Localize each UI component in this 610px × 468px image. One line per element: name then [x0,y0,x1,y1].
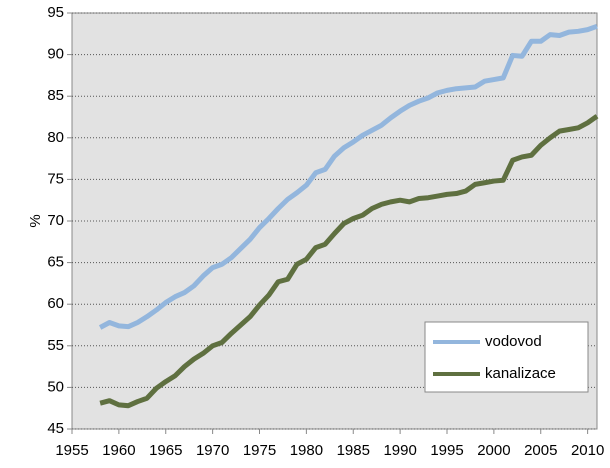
series-line [99,114,599,409]
legend-label: kanalizace [485,365,556,382]
y-axis-label: % [27,214,44,227]
y-tick-label: 60 [47,295,64,312]
y-tick-label: 95 [47,4,64,21]
series-line [98,23,598,330]
x-tick-label: 1970 [196,442,229,459]
y-tick-label: 80 [47,129,64,146]
x-tick-label: 2005 [524,442,557,459]
x-tick-label: 2010 [571,442,604,459]
y-tick-label: 50 [47,378,64,395]
y-tick-label: 90 [47,46,64,63]
y-tick-label: 75 [47,170,64,187]
y-tick-label: 70 [47,212,64,229]
x-tick-label: 1965 [149,442,182,459]
x-tick-label: 1995 [430,442,463,459]
y-tick-label: 65 [47,254,64,271]
legend-label: vodovod [485,333,542,350]
legend [424,321,589,393]
y-tick-label: 55 [47,337,64,354]
x-tick-label: 1960 [102,442,135,459]
x-tick-label: 1975 [243,442,276,459]
x-tick-label: 1990 [383,442,416,459]
y-tick-label: 45 [47,420,64,437]
y-tick-label: 85 [47,87,64,104]
x-tick-label: 1985 [337,442,370,459]
x-tick-label: 1980 [290,442,323,459]
x-tick-label: 1955 [55,442,88,459]
x-tick-label: 2000 [477,442,510,459]
